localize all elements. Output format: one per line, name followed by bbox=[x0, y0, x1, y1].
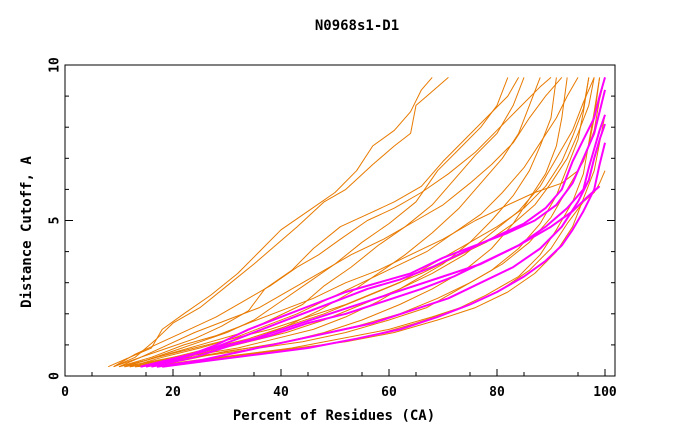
series-line-model-5 bbox=[118, 77, 525, 368]
series-line-model-7 bbox=[124, 77, 557, 368]
series-line-model-21 bbox=[140, 77, 606, 368]
y-axis-ticks: 0 5 10 bbox=[48, 57, 615, 380]
chart-title: N0968s1-D1 bbox=[315, 18, 399, 34]
series-line-model-25 bbox=[162, 142, 606, 368]
y-tick-label: 5 bbox=[48, 217, 63, 225]
x-tick-label: 0 bbox=[61, 385, 69, 400]
series-line-model-2 bbox=[113, 77, 449, 368]
series-line-model-24 bbox=[156, 123, 606, 368]
series-line-model-13 bbox=[129, 77, 579, 368]
series-line-model-20 bbox=[151, 114, 606, 368]
x-tick-label: 80 bbox=[489, 385, 505, 400]
series-line-model-3 bbox=[113, 77, 520, 368]
series-line-model-22 bbox=[145, 89, 606, 368]
series-line-model-8 bbox=[129, 77, 568, 368]
series-line-model-11 bbox=[113, 77, 552, 368]
x-tick-label: 100 bbox=[593, 385, 617, 400]
x-tick-label: 60 bbox=[381, 385, 397, 400]
y-tick-label: 0 bbox=[48, 372, 63, 380]
series-line-model-9 bbox=[129, 77, 590, 368]
y-axis-label: Distance Cutoff, A bbox=[19, 156, 35, 308]
series-line-model-12 bbox=[118, 77, 563, 368]
x-axis-label: Percent of Residues (CA) bbox=[233, 408, 435, 424]
x-axis-ticks: 0 20 40 60 80 100 bbox=[61, 369, 617, 400]
x-tick-label: 40 bbox=[273, 385, 289, 400]
series-line-model-1 bbox=[108, 77, 433, 368]
plot-lines bbox=[108, 77, 606, 368]
series-line-model-6 bbox=[124, 77, 541, 368]
series-line-model-26 bbox=[140, 185, 601, 368]
y-tick-label: 10 bbox=[48, 57, 63, 73]
series-line-model-23 bbox=[151, 114, 606, 368]
x-tick-label: 20 bbox=[165, 385, 181, 400]
